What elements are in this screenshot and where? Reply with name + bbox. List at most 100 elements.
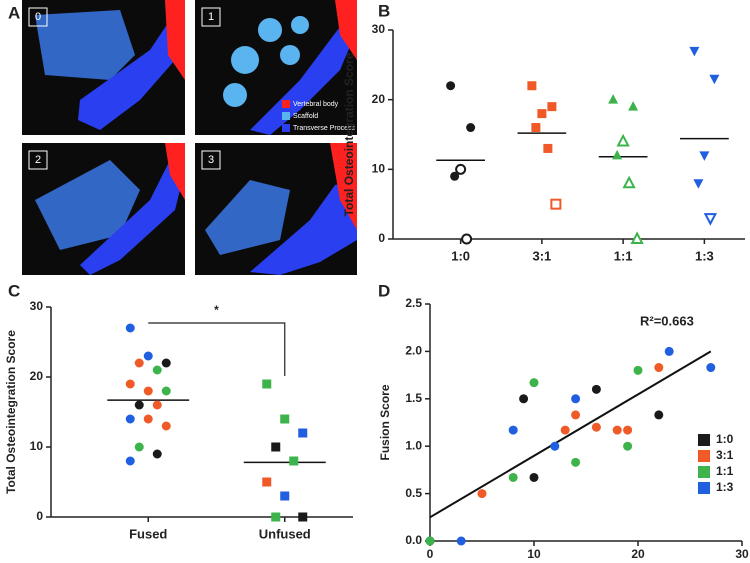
point — [543, 143, 553, 153]
point — [547, 102, 557, 112]
point — [262, 477, 272, 487]
point — [152, 365, 162, 375]
point — [143, 351, 153, 361]
point — [699, 151, 710, 161]
y-tick-label: 1.5 — [405, 391, 422, 405]
tile-label: 2 — [35, 154, 41, 166]
image-tile: 0 — [22, 0, 185, 135]
x-tick-label: 10 — [527, 547, 541, 561]
panel-letter: B — [378, 1, 390, 20]
point — [152, 449, 162, 459]
fit-annotation: R²=0.663 — [640, 313, 694, 328]
point — [161, 421, 171, 431]
point — [654, 410, 664, 420]
point — [161, 358, 171, 368]
y-tick-label: 0 — [378, 231, 385, 245]
point — [508, 425, 518, 435]
point — [134, 400, 144, 410]
point — [143, 414, 153, 424]
point — [693, 179, 704, 189]
legend-swatch — [698, 482, 710, 494]
y-tick-label: 20 — [30, 369, 44, 383]
y-tick-label: 0.0 — [405, 533, 422, 547]
x-tick-label: 0 — [427, 547, 434, 561]
point — [455, 163, 467, 175]
y-tick-label: 2.5 — [405, 296, 422, 310]
x-tick-label: Unfused — [259, 526, 311, 541]
point — [529, 378, 539, 388]
point — [289, 456, 299, 466]
y-tick-label: 0 — [36, 509, 43, 523]
point — [152, 400, 162, 410]
point — [161, 386, 171, 396]
fit-line — [429, 350, 712, 519]
point — [571, 410, 581, 420]
legend-label: 1:3 — [716, 480, 734, 494]
image-legend: Vertebral body Scaffold Transverse Process — [282, 100, 355, 132]
tile-label: 1 — [208, 11, 214, 23]
x-tick-label: 30 — [735, 547, 749, 561]
point — [591, 384, 601, 394]
point — [689, 46, 700, 57]
point — [664, 346, 674, 356]
point — [477, 489, 487, 499]
image-tile: 1 — [195, 0, 357, 135]
point — [709, 74, 720, 85]
x-tick-label: Fused — [129, 526, 167, 541]
point — [446, 81, 456, 91]
point — [591, 422, 601, 432]
y-tick-label: 1.0 — [405, 438, 422, 452]
x-tick-label: 3:1 — [532, 248, 551, 263]
point — [628, 101, 639, 111]
x-axis-title: Total Osteointegration Score — [504, 561, 668, 563]
x-tick-label: 1:1 — [614, 248, 633, 263]
point — [529, 472, 539, 482]
legend-label: 1:1 — [716, 464, 734, 478]
y-tick-label: 30 — [30, 299, 44, 313]
legend-swatch — [282, 100, 290, 108]
point — [280, 491, 290, 501]
point — [508, 472, 518, 482]
x-tick-label: 20 — [631, 547, 645, 561]
y-axis-title: Fusion Score — [378, 384, 392, 460]
point — [125, 379, 135, 389]
point — [630, 231, 644, 244]
legend-swatch — [282, 112, 290, 120]
point — [271, 512, 281, 522]
legend-swatch — [698, 450, 710, 462]
point — [531, 123, 541, 133]
point — [466, 123, 476, 133]
legend-swatch — [698, 466, 710, 478]
panel-letter: C — [8, 281, 20, 300]
point — [527, 81, 537, 91]
tile-label: 3 — [208, 154, 214, 166]
legend-label: 1:0 — [716, 432, 734, 446]
point — [125, 414, 135, 424]
point — [450, 171, 460, 181]
image-tile: 3 — [195, 143, 357, 275]
panel-letter: D — [378, 281, 390, 300]
point — [456, 536, 466, 546]
panel-letter: A — [8, 3, 20, 22]
y-axis-title: Total Osteointegration Score — [4, 330, 18, 494]
point — [623, 425, 633, 435]
point — [461, 233, 473, 245]
significance-label: * — [214, 303, 219, 317]
point — [612, 149, 623, 160]
legend-swatch — [282, 124, 290, 132]
point — [612, 425, 622, 435]
point — [706, 363, 716, 373]
point — [537, 109, 547, 119]
x-tick-label: 1:3 — [695, 248, 714, 263]
y-tick-label: 2.0 — [405, 344, 422, 358]
point — [125, 323, 135, 333]
y-tick-label: 10 — [30, 439, 44, 453]
point — [703, 213, 718, 226]
point — [262, 379, 272, 389]
point — [519, 394, 529, 404]
point — [654, 363, 664, 373]
point — [550, 441, 560, 451]
legend-label: Scaffold — [293, 113, 318, 120]
